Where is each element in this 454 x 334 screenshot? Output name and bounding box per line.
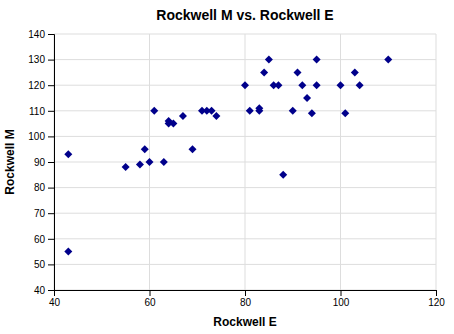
point [141, 145, 149, 153]
point [289, 107, 297, 115]
grid-line [54, 238, 436, 239]
tick-label: 50 [34, 259, 46, 270]
grid-line [54, 136, 436, 137]
point [298, 81, 306, 89]
tick: 40 [49, 290, 61, 308]
point [64, 248, 72, 256]
tick-mark [341, 290, 342, 296]
grid [54, 34, 436, 290]
point [145, 158, 153, 166]
tick-label: 70 [34, 208, 46, 219]
tick-mark [48, 60, 54, 61]
point [279, 171, 287, 179]
tick-label: 60 [144, 297, 156, 308]
tick-mark [150, 290, 151, 296]
tick-label: 120 [28, 80, 45, 91]
point [64, 150, 72, 158]
grid-line [54, 34, 436, 35]
point [308, 109, 316, 117]
point [241, 81, 249, 89]
tick: 140 [28, 29, 54, 40]
tick-label: 90 [34, 157, 46, 168]
tick: 100 [28, 131, 54, 142]
tick: 40 [34, 285, 54, 296]
point [313, 56, 321, 64]
point [356, 81, 364, 89]
grid-line [54, 162, 436, 163]
point [246, 107, 254, 115]
tick-mark [48, 264, 54, 265]
point [169, 120, 177, 128]
tick-label: 120 [428, 297, 445, 308]
point [208, 107, 216, 115]
points [64, 56, 392, 256]
tick: 70 [34, 208, 54, 219]
point [313, 81, 321, 89]
point [341, 109, 349, 117]
x-axis: 40 60 80 100 120 [49, 290, 445, 308]
point [179, 112, 187, 120]
point [255, 104, 263, 112]
point [303, 94, 311, 102]
point [351, 68, 359, 76]
point [260, 68, 268, 76]
tick-label: 40 [34, 285, 46, 296]
tick: 60 [34, 234, 54, 245]
point [274, 81, 282, 89]
point [294, 68, 302, 76]
title: Rockwell M vs. Rockwell E [156, 7, 333, 23]
axis-line [55, 291, 437, 297]
grid-line [54, 213, 436, 214]
tick: 50 [34, 259, 54, 270]
point [212, 112, 220, 120]
tick-mark [48, 239, 54, 240]
tick: 120 [28, 80, 54, 91]
tick-label: 140 [28, 29, 45, 40]
point [160, 158, 168, 166]
tick-label: 100 [333, 297, 350, 308]
grid-line [54, 59, 436, 60]
tick-label: 60 [34, 234, 46, 245]
tick: 90 [34, 157, 54, 168]
point [136, 161, 144, 169]
tick-mark [48, 213, 54, 214]
tick-mark [48, 34, 54, 35]
tick: 80 [34, 182, 54, 193]
tick-label: 80 [34, 182, 46, 193]
tick: 110 [29, 106, 54, 117]
axis-line [48, 35, 55, 291]
x-axis-title: Rockwell E [213, 315, 276, 329]
tick-label: 80 [240, 297, 252, 308]
tick-mark [48, 290, 54, 291]
point [336, 81, 344, 89]
tick-mark [436, 290, 437, 296]
point [150, 107, 158, 115]
tick-label: 110 [29, 106, 45, 117]
tick-mark [48, 188, 54, 189]
grid-line [54, 110, 436, 111]
point [122, 163, 130, 171]
y-axis-title: Rockwell M [3, 129, 17, 194]
point [188, 145, 196, 153]
tick-label: 100 [28, 131, 45, 142]
grid-line [54, 187, 436, 188]
tick: 130 [28, 54, 54, 65]
tick: 80 [240, 290, 252, 308]
chart-container: 40 60 80 100 120 40 50 60 70 80 90 100 110 120 130 140 R… [0, 0, 454, 334]
tick-mark [48, 162, 54, 163]
tick-mark [48, 111, 54, 112]
tick: 100 [333, 290, 350, 308]
tick-label: 40 [49, 297, 61, 308]
chart: 40 60 80 100 120 40 50 60 70 80 90 100 110 120 130 140 R… [0, 0, 454, 334]
tick-mark [245, 290, 246, 296]
point [384, 56, 392, 64]
y-axis: 40 50 60 70 80 90 100 110 120 130 140 [28, 29, 54, 296]
tick: 120 [428, 290, 445, 308]
point [265, 56, 273, 64]
tick-label: 130 [28, 54, 45, 65]
grid-line [54, 264, 436, 265]
tick-mark [48, 136, 54, 137]
tick-mark [48, 85, 54, 86]
tick: 60 [144, 290, 156, 308]
